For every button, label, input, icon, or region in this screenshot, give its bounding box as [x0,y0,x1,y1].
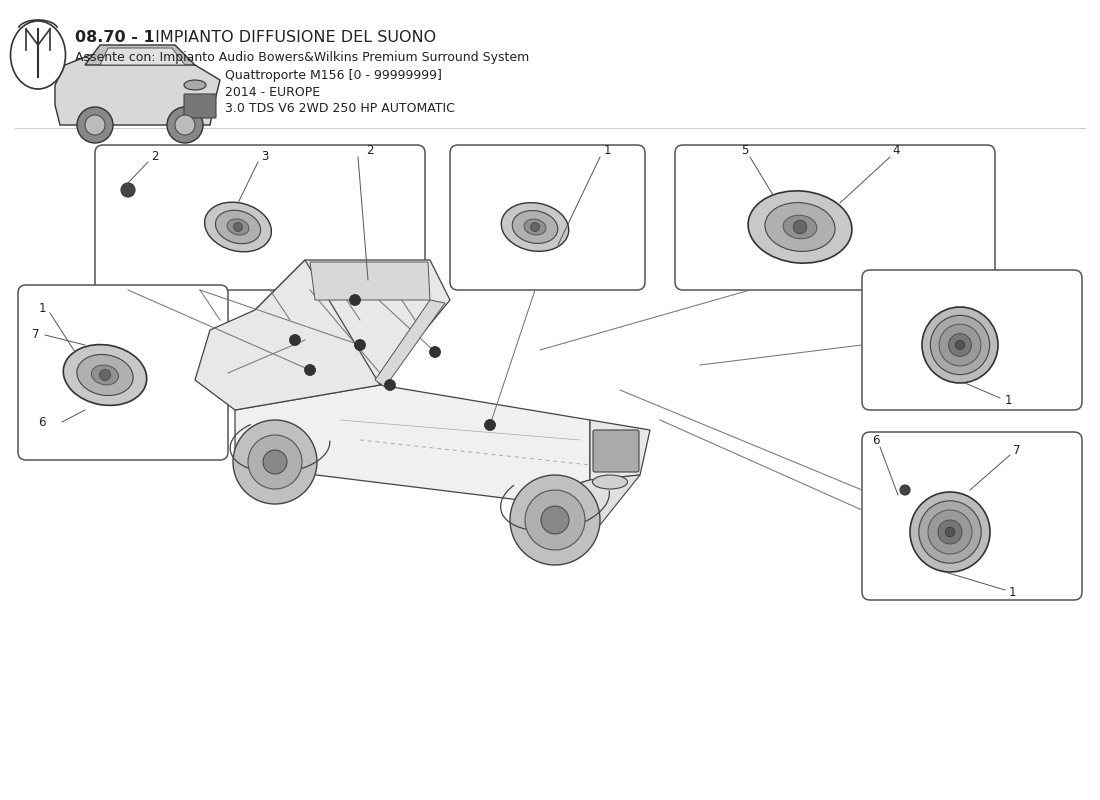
Text: 6: 6 [39,415,46,429]
Circle shape [289,334,300,346]
FancyBboxPatch shape [184,94,216,118]
Circle shape [484,419,495,430]
Circle shape [939,324,981,366]
Text: Assente con: Impianto Audio Bowers&Wilkins Premium Surround System: Assente con: Impianto Audio Bowers&Wilki… [75,50,529,63]
Text: 08.70 - 1: 08.70 - 1 [75,30,155,46]
Text: 3: 3 [262,150,268,163]
Circle shape [525,490,585,550]
Text: 2: 2 [366,145,374,158]
Circle shape [900,485,910,495]
Circle shape [233,420,317,504]
FancyBboxPatch shape [862,270,1082,410]
Text: 1: 1 [39,302,46,314]
Circle shape [233,222,242,231]
Circle shape [910,492,990,572]
Ellipse shape [184,80,206,90]
Polygon shape [375,300,446,387]
Text: 1: 1 [1009,586,1015,599]
Ellipse shape [205,202,272,252]
FancyBboxPatch shape [95,145,425,290]
Polygon shape [310,262,430,300]
Ellipse shape [227,219,249,235]
Text: 2014 - EUROPE: 2014 - EUROPE [226,86,320,98]
Circle shape [305,365,316,375]
Circle shape [167,107,204,143]
Text: 7: 7 [32,329,40,342]
Polygon shape [195,260,380,410]
Ellipse shape [91,365,119,385]
Circle shape [530,222,539,231]
Polygon shape [235,385,590,500]
Ellipse shape [216,210,261,244]
Text: 2: 2 [152,150,158,163]
Polygon shape [100,48,185,65]
Ellipse shape [593,475,627,489]
Circle shape [956,341,965,350]
Circle shape [928,510,972,554]
Ellipse shape [11,21,66,89]
Circle shape [945,527,955,537]
Ellipse shape [748,191,851,263]
Text: 5: 5 [741,145,749,158]
Circle shape [248,435,302,489]
Circle shape [354,339,365,350]
Ellipse shape [764,202,835,251]
Circle shape [175,115,195,135]
Ellipse shape [513,210,558,243]
Polygon shape [520,475,640,525]
Circle shape [350,294,361,306]
Circle shape [793,220,806,234]
Circle shape [541,506,569,534]
Circle shape [938,520,962,544]
FancyBboxPatch shape [675,145,996,290]
Circle shape [99,370,110,381]
Polygon shape [85,45,195,65]
Text: Quattroporte M156 [0 - 99999999]: Quattroporte M156 [0 - 99999999] [226,69,442,82]
Ellipse shape [783,215,817,238]
Text: 7: 7 [1013,445,1021,458]
Ellipse shape [77,354,133,395]
Text: IMPIANTO DIFFUSIONE DEL SUONO: IMPIANTO DIFFUSIONE DEL SUONO [150,30,436,46]
Ellipse shape [64,345,146,406]
Text: 1: 1 [603,145,611,158]
FancyBboxPatch shape [18,285,228,460]
Circle shape [77,107,113,143]
Text: 1: 1 [1004,394,1012,407]
FancyBboxPatch shape [593,430,639,472]
Circle shape [931,315,990,374]
Text: 6: 6 [872,434,880,446]
Circle shape [510,475,600,565]
Polygon shape [255,260,450,385]
Polygon shape [590,420,650,480]
Circle shape [429,346,440,358]
Polygon shape [55,52,220,125]
Circle shape [361,266,375,280]
Text: 3.0 TDS V6 2WD 250 HP AUTOMATIC: 3.0 TDS V6 2WD 250 HP AUTOMATIC [226,102,455,115]
Circle shape [948,334,971,357]
Circle shape [385,379,396,390]
Text: 4: 4 [892,145,900,158]
FancyBboxPatch shape [450,145,645,290]
Circle shape [918,501,981,563]
Circle shape [85,115,104,135]
Circle shape [263,450,287,474]
Circle shape [922,307,998,383]
Ellipse shape [502,202,569,251]
Circle shape [121,183,135,197]
Ellipse shape [524,219,546,235]
FancyBboxPatch shape [862,432,1082,600]
